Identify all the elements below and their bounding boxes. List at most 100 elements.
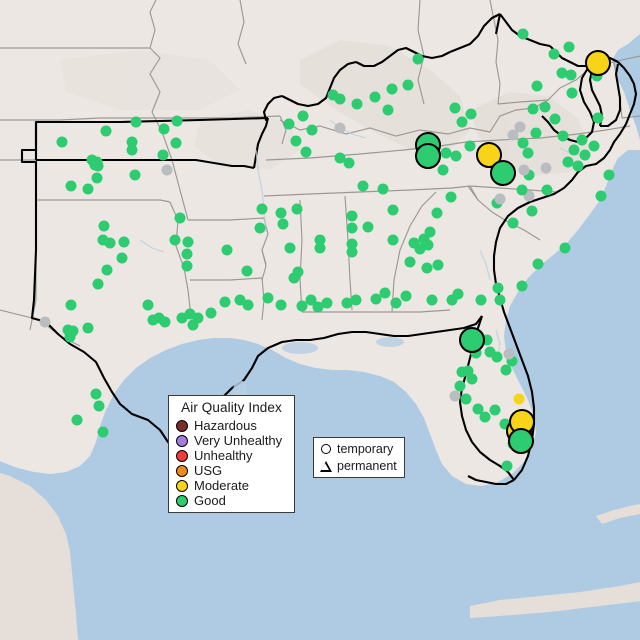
- monitoring-site-marker[interactable]: [297, 110, 309, 122]
- monitoring-site-marker[interactable]: [603, 169, 615, 181]
- monitoring-site-marker[interactable]: [557, 130, 569, 142]
- monitoring-site-marker[interactable]: [522, 147, 534, 159]
- monitoring-site-marker[interactable]: [71, 414, 83, 426]
- monitoring-site-marker[interactable]: [414, 243, 426, 255]
- monitoring-site-marker[interactable]: [559, 242, 571, 254]
- monitoring-site-marker[interactable]: [312, 301, 324, 313]
- monitoring-site-marker[interactable]: [39, 316, 51, 328]
- monitoring-site-marker[interactable]: [387, 204, 399, 216]
- monitoring-site-marker[interactable]: [91, 156, 103, 168]
- monitoring-site-marker[interactable]: [184, 308, 196, 320]
- monitoring-site-marker[interactable]: [503, 348, 515, 360]
- monitoring-site-marker[interactable]: [516, 280, 528, 292]
- monitoring-site-marker[interactable]: [192, 312, 204, 324]
- monitoring-site-marker[interactable]: [408, 237, 420, 249]
- monitoring-site-marker[interactable]: [532, 258, 544, 270]
- monitoring-site-marker[interactable]: [517, 28, 529, 40]
- monitoring-site-marker[interactable]: [437, 164, 449, 176]
- monitoring-site-marker[interactable]: [314, 242, 326, 254]
- monitoring-site-marker[interactable]: [101, 264, 113, 276]
- legend-item-unhealthy[interactable]: Unhealthy: [176, 448, 294, 463]
- monitoring-site-marker[interactable]: [292, 266, 304, 278]
- monitoring-site-marker[interactable]: [494, 294, 506, 306]
- monitoring-site-marker[interactable]: [181, 248, 193, 260]
- monitoring-site-marker[interactable]: [464, 140, 476, 152]
- monitoring-site-marker[interactable]: [346, 246, 358, 258]
- monitoring-site-marker[interactable]: [432, 259, 444, 271]
- monitoring-site-marker[interactable]: [370, 293, 382, 305]
- monitoring-site-marker[interactable]: [527, 103, 539, 115]
- monitoring-site-marker[interactable]: [290, 135, 302, 147]
- monitoring-site-marker[interactable]: [500, 364, 512, 376]
- monitoring-site-marker[interactable]: [334, 93, 346, 105]
- monitoring-site-marker[interactable]: [456, 366, 468, 378]
- monitoring-site-marker[interactable]: [64, 331, 76, 343]
- monitoring-site-marker[interactable]: [254, 222, 266, 234]
- monitoring-site-marker[interactable]: [523, 190, 535, 202]
- monitoring-site-marker[interactable]: [93, 400, 105, 412]
- monitoring-site-marker[interactable]: [306, 124, 318, 136]
- monitoring-site-marker[interactable]: [556, 67, 568, 79]
- monitoring-site-marker[interactable]: [321, 297, 333, 309]
- monitoring-site-marker[interactable]: [579, 149, 591, 161]
- monitoring-site-marker[interactable]: [484, 346, 496, 358]
- monitoring-site-marker[interactable]: [472, 403, 484, 415]
- monitoring-site-marker[interactable]: [126, 144, 138, 156]
- monitoring-site-marker[interactable]: [449, 390, 461, 402]
- monitoring-site-marker[interactable]: [116, 252, 128, 264]
- monitoring-site-marker-highlighted[interactable]: [508, 428, 534, 454]
- monitoring-site-marker[interactable]: [526, 205, 538, 217]
- monitoring-site-marker[interactable]: [470, 347, 482, 359]
- monitoring-site-marker[interactable]: [169, 234, 181, 246]
- monitoring-site-marker[interactable]: [518, 164, 530, 176]
- monitoring-site-marker-highlighted[interactable]: [585, 50, 611, 76]
- monitoring-site-marker[interactable]: [541, 184, 553, 196]
- monitoring-site-marker[interactable]: [456, 116, 468, 128]
- monitoring-site-marker[interactable]: [592, 112, 604, 124]
- monitoring-site-marker[interactable]: [507, 217, 519, 229]
- monitoring-site-marker[interactable]: [275, 299, 287, 311]
- monitoring-site-marker[interactable]: [565, 69, 577, 81]
- monitoring-site-marker[interactable]: [277, 218, 289, 230]
- monitoring-site-marker[interactable]: [591, 70, 603, 82]
- monitoring-site-marker[interactable]: [549, 113, 561, 125]
- monitoring-site-marker[interactable]: [377, 183, 389, 195]
- monitoring-site-marker[interactable]: [506, 355, 518, 367]
- monitoring-site-marker[interactable]: [351, 98, 363, 110]
- monitoring-site-marker[interactable]: [479, 411, 491, 423]
- monitoring-site-marker[interactable]: [501, 460, 513, 472]
- monitoring-site-marker[interactable]: [256, 203, 268, 215]
- monitoring-site-marker[interactable]: [205, 307, 217, 319]
- monitoring-site-marker[interactable]: [153, 312, 165, 324]
- legend-item-very-unhealthy[interactable]: Very Unhealthy: [176, 433, 294, 448]
- monitoring-site-marker[interactable]: [402, 79, 414, 91]
- monitoring-site-marker[interactable]: [452, 288, 464, 300]
- monitoring-site-marker[interactable]: [362, 221, 374, 233]
- legend-item-permanent[interactable]: permanent: [319, 458, 404, 475]
- monitoring-site-marker[interactable]: [449, 102, 461, 114]
- monitoring-site-marker[interactable]: [418, 233, 430, 245]
- monitoring-site-marker[interactable]: [346, 238, 358, 250]
- monitoring-site-marker[interactable]: [118, 236, 130, 248]
- monitoring-site-marker[interactable]: [523, 169, 535, 181]
- monitoring-site-marker[interactable]: [450, 150, 462, 162]
- monitoring-site-marker[interactable]: [454, 380, 466, 392]
- monitoring-site-marker[interactable]: [530, 127, 542, 139]
- monitoring-site-marker[interactable]: [176, 312, 188, 324]
- monitoring-site-marker[interactable]: [97, 426, 109, 438]
- monitoring-site-marker[interactable]: [300, 146, 312, 158]
- monitoring-site-marker[interactable]: [92, 278, 104, 290]
- monitoring-site-marker[interactable]: [566, 87, 578, 99]
- monitoring-site-marker[interactable]: [182, 236, 194, 248]
- monitoring-site-marker[interactable]: [481, 334, 493, 346]
- monitoring-site-marker[interactable]: [426, 294, 438, 306]
- monitoring-site-marker[interactable]: [499, 418, 511, 430]
- monitoring-site-marker[interactable]: [489, 404, 501, 416]
- monitoring-site-marker[interactable]: [404, 256, 416, 268]
- monitoring-site-marker[interactable]: [346, 222, 358, 234]
- legend-item-hazardous[interactable]: Hazardous: [176, 418, 294, 433]
- monitoring-site-marker[interactable]: [283, 118, 295, 130]
- monitoring-site-marker[interactable]: [568, 144, 580, 156]
- monitoring-site-marker[interactable]: [513, 393, 525, 405]
